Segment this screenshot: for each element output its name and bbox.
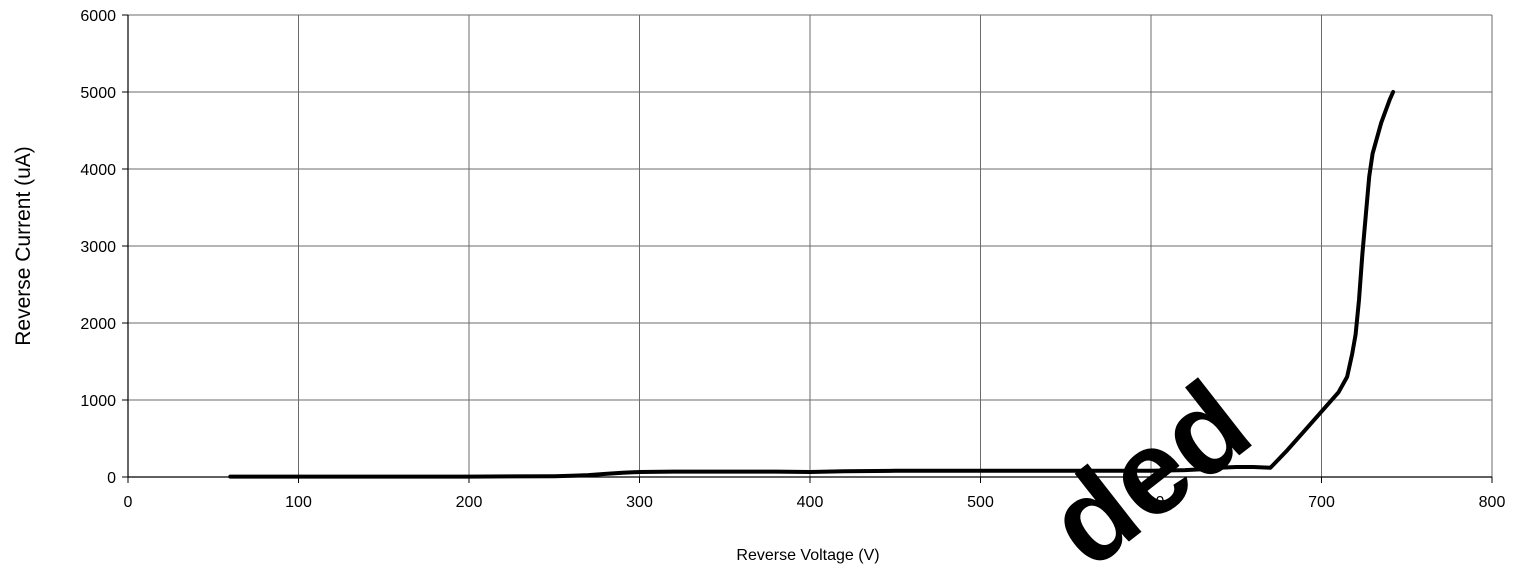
x-tick-labels: 0 100 200 300 400 500 600 700 800 bbox=[124, 494, 1506, 511]
grid-lines bbox=[127, 14, 1493, 478]
watermark: ded bbox=[1024, 356, 1275, 574]
x-tick-label: 200 bbox=[456, 494, 483, 511]
y-tick-label: 1000 bbox=[80, 393, 116, 410]
y-tick-label: 4000 bbox=[80, 162, 116, 179]
y-tick-label: 5000 bbox=[80, 85, 116, 102]
watermark-text: ded bbox=[1024, 356, 1275, 574]
y-tick-label: 0 bbox=[107, 470, 116, 487]
x-tick-label: 100 bbox=[285, 494, 312, 511]
x-tick-label: 0 bbox=[124, 494, 133, 511]
series-line bbox=[228, 90, 1396, 479]
x-axis-label: Reverse Voltage (V) bbox=[736, 547, 879, 564]
y-tick-label: 2000 bbox=[80, 316, 116, 333]
x-tick-label: 300 bbox=[626, 494, 653, 511]
x-tick-label: 600 bbox=[1138, 494, 1165, 511]
y-tick-label: 3000 bbox=[80, 239, 116, 256]
x-tick-label: 400 bbox=[797, 494, 824, 511]
x-tick-label: 700 bbox=[1308, 494, 1335, 511]
y-tick-labels: 0 1000 2000 3000 4000 5000 6000 bbox=[80, 8, 116, 487]
x-tick-label: 800 bbox=[1479, 494, 1506, 511]
series-group bbox=[228, 90, 1396, 479]
y-axis-label: Reverse Current (uA) bbox=[12, 146, 35, 346]
x-tick-label: 500 bbox=[967, 494, 994, 511]
y-tick-label: 6000 bbox=[80, 8, 116, 25]
axes bbox=[122, 14, 1493, 483]
